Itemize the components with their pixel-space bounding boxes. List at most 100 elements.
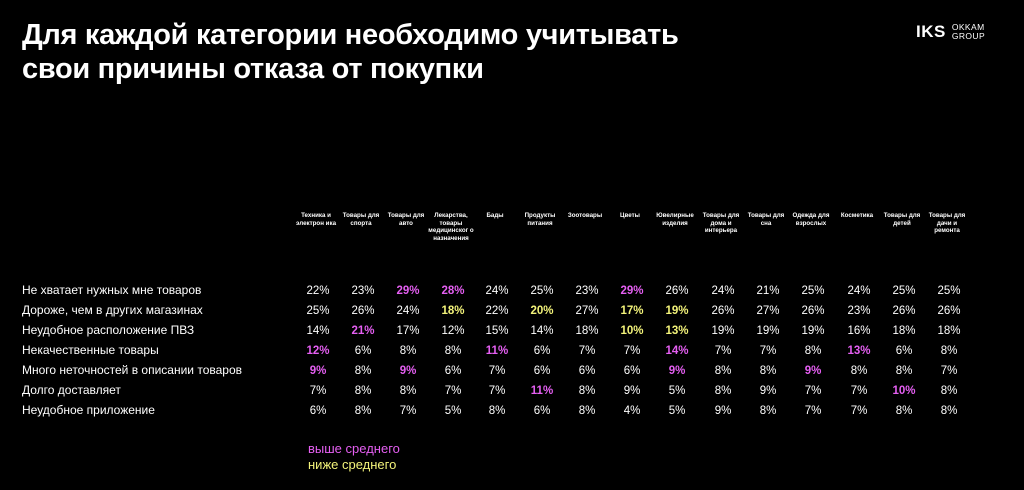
table-cell: 18% xyxy=(575,325,599,337)
table-cell: 13% xyxy=(847,345,871,357)
company-logo: IKS OKKAM GROUP xyxy=(916,22,985,42)
table-cell: 26% xyxy=(801,305,825,317)
row-label: Неудобное расположение ПВЗ xyxy=(22,323,195,337)
table-cell: 19% xyxy=(801,325,825,337)
table-cell: 9% xyxy=(668,365,686,377)
table-cell: 7% xyxy=(804,405,822,417)
table-cell: 7% xyxy=(399,405,417,417)
table-cell: 7% xyxy=(850,385,868,397)
table-cell: 6% xyxy=(623,365,641,377)
table-cell: 25% xyxy=(306,305,330,317)
table-cell: 19% xyxy=(665,305,689,317)
column-header: Товары для дачи и ремонта xyxy=(928,212,966,234)
table-cell: 12% xyxy=(441,325,465,337)
table-cell: 14% xyxy=(665,345,689,357)
logo-line-2: GROUP xyxy=(951,31,986,41)
logo-mark: IKS xyxy=(916,22,946,41)
column-header: Техника и электрон ика xyxy=(295,212,337,227)
column-header: Продукты питания xyxy=(524,212,556,227)
table-cell: 6% xyxy=(444,365,462,377)
table-cell: 7% xyxy=(578,345,596,357)
column-header: Ювелирные изделия xyxy=(656,212,694,227)
table-cell: 21% xyxy=(351,325,375,337)
table-cell: 18% xyxy=(441,305,465,317)
table-cell: 25% xyxy=(530,285,554,297)
table-cell: 23% xyxy=(351,285,375,297)
column-header: Косметика xyxy=(840,212,874,219)
table-cell: 8% xyxy=(714,385,732,397)
table-cell: 6% xyxy=(533,365,551,377)
column-header: Товары для детей xyxy=(883,212,921,227)
table-cell: 8% xyxy=(759,405,777,417)
column-header: Одежда для взрослых xyxy=(792,212,830,227)
table-cell: 9% xyxy=(759,385,777,397)
table-cell: 6% xyxy=(578,365,596,377)
table-cell: 8% xyxy=(850,365,868,377)
table-cell: 7% xyxy=(488,385,506,397)
table-cell: 6% xyxy=(533,345,551,357)
table-cell: 26% xyxy=(665,285,689,297)
table-cell: 26% xyxy=(351,305,375,317)
table-cell: 8% xyxy=(940,405,958,417)
table-cell: 8% xyxy=(895,405,913,417)
table-cell: 6% xyxy=(533,405,551,417)
table-cell: 24% xyxy=(711,285,735,297)
column-header: Товары для авто xyxy=(387,212,425,227)
table-cell: 25% xyxy=(801,285,825,297)
table-cell: 7% xyxy=(940,365,958,377)
table-cell: 6% xyxy=(895,345,913,357)
table-cell: 12% xyxy=(306,345,330,357)
table-cell: 8% xyxy=(444,345,462,357)
table-cell: 25% xyxy=(892,285,916,297)
table-cell: 21% xyxy=(756,285,780,297)
table-cell: 8% xyxy=(354,385,372,397)
table-cell: 9% xyxy=(804,365,822,377)
table-cell: 18% xyxy=(892,325,916,337)
table-cell: 26% xyxy=(711,305,735,317)
logo-subtitle: OKKAM GROUP xyxy=(952,23,985,41)
table-cell: 8% xyxy=(354,405,372,417)
table-cell: 26% xyxy=(892,305,916,317)
table-cell: 8% xyxy=(578,385,596,397)
table-cell: 26% xyxy=(937,305,961,317)
table-cell: 25% xyxy=(937,285,961,297)
table-cell: 19% xyxy=(711,325,735,337)
table-cell: 9% xyxy=(623,385,641,397)
table-cell: 24% xyxy=(485,285,509,297)
column-header: Лекарства, товары медицинског о назначен… xyxy=(428,212,474,242)
logo-line-1: OKKAM xyxy=(951,22,985,32)
table-cell: 8% xyxy=(399,345,417,357)
table-cell: 15% xyxy=(485,325,509,337)
row-label: Много неточностей в описании товаров xyxy=(22,363,243,377)
table-cell: 16% xyxy=(847,325,871,337)
column-header: Товары для сна xyxy=(747,212,785,227)
row-label: Долго доставляет xyxy=(22,383,121,397)
table-cell: 6% xyxy=(354,345,372,357)
table-cell: 24% xyxy=(847,285,871,297)
table-cell: 11% xyxy=(485,345,509,357)
table-cell: 4% xyxy=(623,405,641,417)
table-cell: 8% xyxy=(354,365,372,377)
table-cell: 8% xyxy=(759,365,777,377)
table-cell: 14% xyxy=(306,325,330,337)
table-cell: 9% xyxy=(714,405,732,417)
column-header: Бады xyxy=(486,212,504,219)
table-cell: 8% xyxy=(488,405,506,417)
table-cell: 7% xyxy=(804,385,822,397)
table-cell: 10% xyxy=(892,385,916,397)
row-label: Некачественные товары xyxy=(22,343,159,357)
table-cell: 19% xyxy=(756,325,780,337)
table-cell: 6% xyxy=(309,405,327,417)
legend-above-average: выше среднего xyxy=(308,441,400,456)
table-cell: 9% xyxy=(309,365,327,377)
table-cell: 29% xyxy=(620,285,644,297)
legend-below-average: ниже среднего xyxy=(308,457,397,472)
title-line-2: свои причины отказа от покупки xyxy=(22,53,484,85)
table-cell: 8% xyxy=(399,385,417,397)
table-cell: 7% xyxy=(309,385,327,397)
table-cell: 8% xyxy=(895,365,913,377)
table-cell: 7% xyxy=(623,345,641,357)
table-cell: 8% xyxy=(804,345,822,357)
row-label: Неудобное приложение xyxy=(22,403,155,417)
table-cell: 24% xyxy=(396,305,420,317)
